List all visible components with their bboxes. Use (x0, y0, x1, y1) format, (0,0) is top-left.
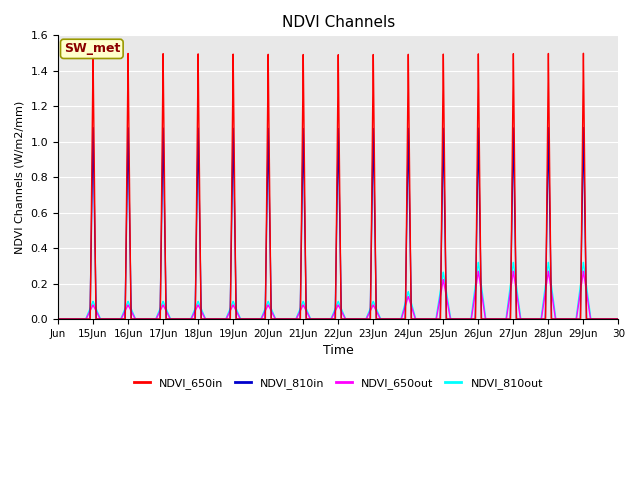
NDVI_810out (500, 316, 508, 322)
NDVI_650out (580, 268, 588, 274)
NDVI_810out (196, 302, 204, 308)
Legend: NDVI_650in, NDVI_810in, NDVI_650out, NDVI_810out: NDVI_650in, NDVI_810in, NDVI_650out, NDV… (129, 373, 547, 393)
Line: NDVI_650in: NDVI_650in (58, 53, 618, 319)
NDVI_810in (614, 316, 622, 322)
NDVI_810in (592, 316, 600, 322)
NDVI_810in (54, 316, 62, 322)
NDVI_650in (110, 316, 118, 322)
NDVI_650out (196, 305, 204, 311)
NDVI_650in (500, 316, 508, 322)
NDVI_810in (110, 316, 118, 322)
NDVI_810out (54, 316, 62, 322)
NDVI_810out (580, 260, 588, 265)
NDVI_810out (592, 316, 600, 322)
NDVI_650in (196, 201, 204, 206)
NDVI_650in (552, 316, 560, 322)
Line: NDVI_650out: NDVI_650out (58, 271, 618, 319)
NDVI_650in (514, 316, 522, 322)
Title: NDVI Channels: NDVI Channels (282, 15, 395, 30)
NDVI_810in (552, 316, 560, 322)
NDVI_650in (614, 316, 622, 322)
NDVI_650in (89, 50, 97, 56)
Text: SW_met: SW_met (63, 42, 120, 55)
NDVI_650in (54, 316, 62, 322)
NDVI_810in (514, 316, 522, 322)
NDVI_650out (500, 316, 508, 322)
NDVI_650out (552, 316, 559, 322)
NDVI_650in (592, 316, 600, 322)
Y-axis label: NDVI Channels (W/m2/mm): NDVI Channels (W/m2/mm) (15, 101, 25, 254)
Line: NDVI_810out: NDVI_810out (58, 263, 618, 319)
NDVI_650out (54, 316, 62, 322)
Line: NDVI_810in: NDVI_810in (58, 128, 618, 319)
NDVI_810out (109, 316, 117, 322)
NDVI_810in (500, 316, 508, 322)
NDVI_810out (514, 295, 522, 300)
NDVI_650out (614, 316, 622, 322)
NDVI_810in (196, 223, 204, 229)
NDVI_650out (592, 316, 600, 322)
NDVI_810out (552, 316, 559, 322)
NDVI_810out (614, 316, 622, 322)
NDVI_810in (89, 125, 97, 131)
X-axis label: Time: Time (323, 344, 354, 357)
NDVI_650out (109, 316, 117, 322)
NDVI_650out (514, 300, 522, 305)
